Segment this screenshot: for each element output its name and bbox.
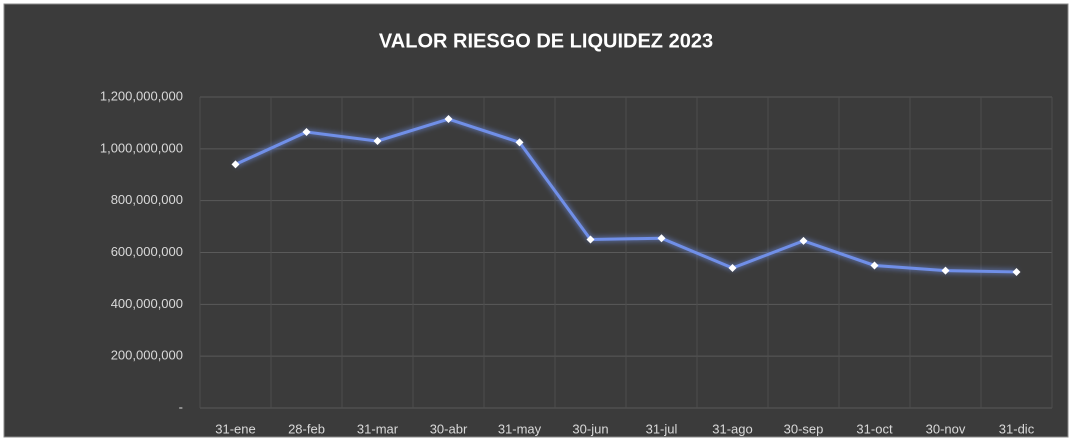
data-point xyxy=(657,234,666,243)
data-point xyxy=(941,266,950,275)
data-point xyxy=(1012,267,1021,276)
x-tick-label: 30-nov xyxy=(926,421,966,436)
data-point xyxy=(302,127,311,136)
x-tick-label: 31-mar xyxy=(357,421,399,436)
x-tick-label: 31-ago xyxy=(712,421,752,436)
y-tick-label: 400,000,000 xyxy=(111,296,183,311)
y-tick-label: 1,200,000,000 xyxy=(100,88,183,103)
y-tick-label: 1,000,000,000 xyxy=(100,140,183,155)
x-tick-label: 31-may xyxy=(498,421,542,436)
data-point xyxy=(586,235,595,244)
data-point xyxy=(870,261,879,270)
data-point xyxy=(799,236,808,245)
chart-background xyxy=(3,3,1069,438)
data-point xyxy=(373,137,382,146)
x-tick-label: 31-oct xyxy=(856,421,893,436)
y-tick-label: 600,000,000 xyxy=(111,244,183,259)
data-point xyxy=(444,115,453,124)
data-point xyxy=(515,138,524,147)
x-tick-label: 31-ene xyxy=(215,421,255,436)
x-tick-label: 31-dic xyxy=(999,421,1035,436)
y-tick-label: 200,000,000 xyxy=(111,348,183,363)
chart-title: VALOR RIESGO DE LIQUIDEZ 2023 xyxy=(379,30,713,52)
x-tick-label: 30-jun xyxy=(572,421,608,436)
x-tick-label: 30-sep xyxy=(784,421,824,436)
x-tick-label: 28-feb xyxy=(288,421,325,436)
data-point xyxy=(231,160,240,169)
series-line xyxy=(234,117,1017,274)
data-point xyxy=(728,264,737,273)
x-tick-label: 31-jul xyxy=(646,421,678,436)
y-tick-label: 800,000,000 xyxy=(111,192,183,207)
y-tick-label: - xyxy=(179,399,183,414)
x-tick-label: 30-abr xyxy=(430,421,468,436)
